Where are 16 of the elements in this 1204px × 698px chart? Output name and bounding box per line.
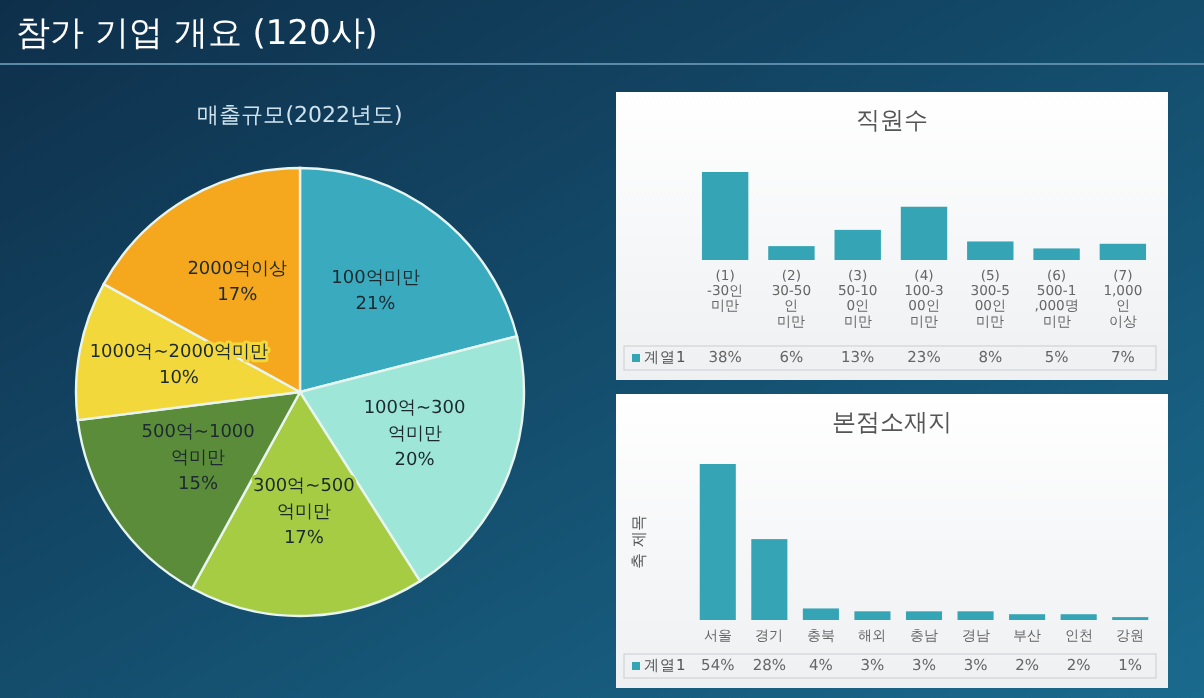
chart-title: 본점소재지 <box>832 408 952 436</box>
data-label: 21% <box>355 294 397 315</box>
slice-label: 500억~1000억미만 <box>141 423 256 470</box>
data-label: 17% <box>283 529 325 550</box>
data-label: 20% <box>394 451 436 472</box>
slice-label: 300억~500억미만 <box>252 477 356 524</box>
data-label: 15% <box>178 475 219 496</box>
slice-label: 2000억이상 <box>187 259 288 280</box>
y-axis-title: 축 제목 <box>630 515 648 569</box>
slice-label: 100억미만 <box>331 268 420 289</box>
data-label: 10% <box>158 368 200 389</box>
chart-title: 참가 기업 개요 (120사) <box>16 14 378 54</box>
chart-title: 직원수 <box>856 106 928 134</box>
data-label: 17% <box>217 285 259 306</box>
chart-subtitle: 매출규모(2022년도) <box>197 102 403 128</box>
slice-label: 100억~300억미만 <box>363 399 466 446</box>
